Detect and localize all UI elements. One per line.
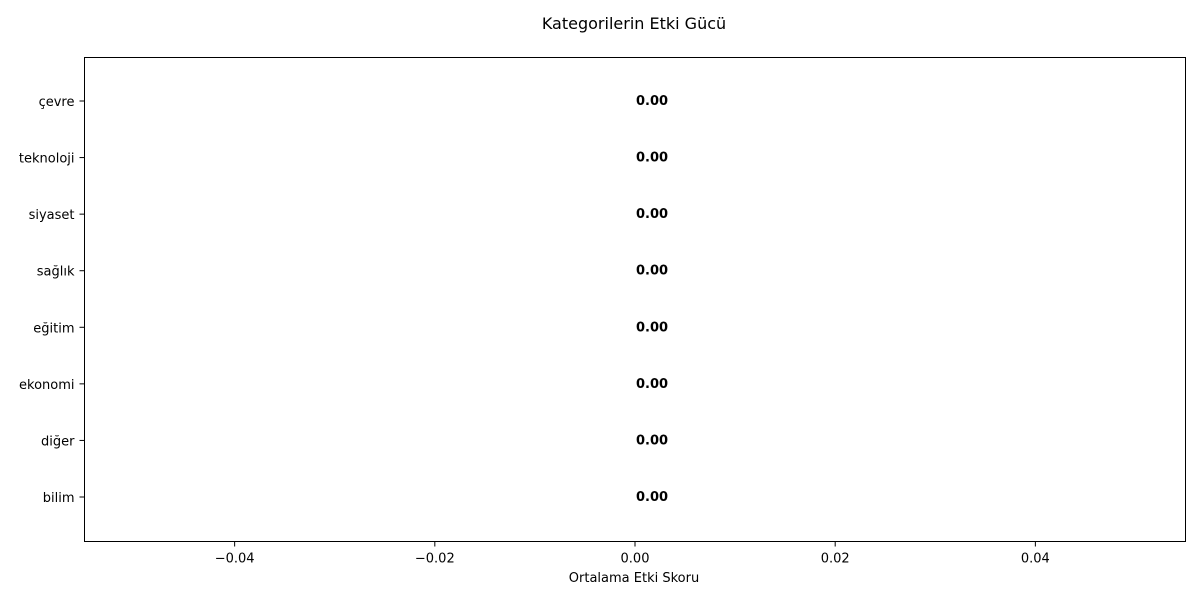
y-tick-label-1: teknoloji: [19, 152, 75, 167]
y-tick-label-6: diğer: [41, 434, 75, 449]
y-tick-label-4: eğitim: [33, 321, 74, 336]
y-axis: çevre teknoloji siyaset sağlık eğitim ekonomi…: [19, 95, 85, 506]
x-tick-label-4: 0.04: [1021, 552, 1050, 567]
value-label-5: 0.00: [636, 377, 668, 392]
x-tick-label-0: −0.04: [215, 552, 255, 567]
value-label-0: 0.00: [636, 94, 668, 109]
y-tick-label-3: sağlık: [37, 265, 75, 280]
x-axis-label: Ortalama Etki Skoru: [569, 571, 699, 586]
x-tick-label-1: −0.02: [415, 552, 455, 567]
y-tick-label-7: bilim: [43, 491, 75, 506]
x-tick-label-2: 0.00: [621, 552, 650, 567]
x-axis: −0.04 −0.02 0.00 0.02 0.04: [215, 541, 1050, 567]
value-label-2: 0.00: [636, 207, 668, 222]
y-tick-label-2: siyaset: [29, 208, 75, 223]
chart-title: Kategorilerin Etki Gücü: [542, 14, 726, 33]
y-tick-label-5: ekonomi: [19, 378, 75, 393]
value-label-7: 0.00: [636, 490, 668, 505]
y-tick-label-0: çevre: [39, 95, 75, 110]
value-label-6: 0.00: [636, 433, 668, 448]
plot-frame: [84, 57, 1186, 542]
value-label-4: 0.00: [636, 320, 668, 335]
value-labels-layer: 0.00 0.00 0.00 0.00 0.00 0.00 0.00 0.00: [636, 94, 668, 505]
value-label-1: 0.00: [636, 151, 668, 166]
value-label-3: 0.00: [636, 264, 668, 279]
x-tick-label-3: 0.02: [821, 552, 850, 567]
